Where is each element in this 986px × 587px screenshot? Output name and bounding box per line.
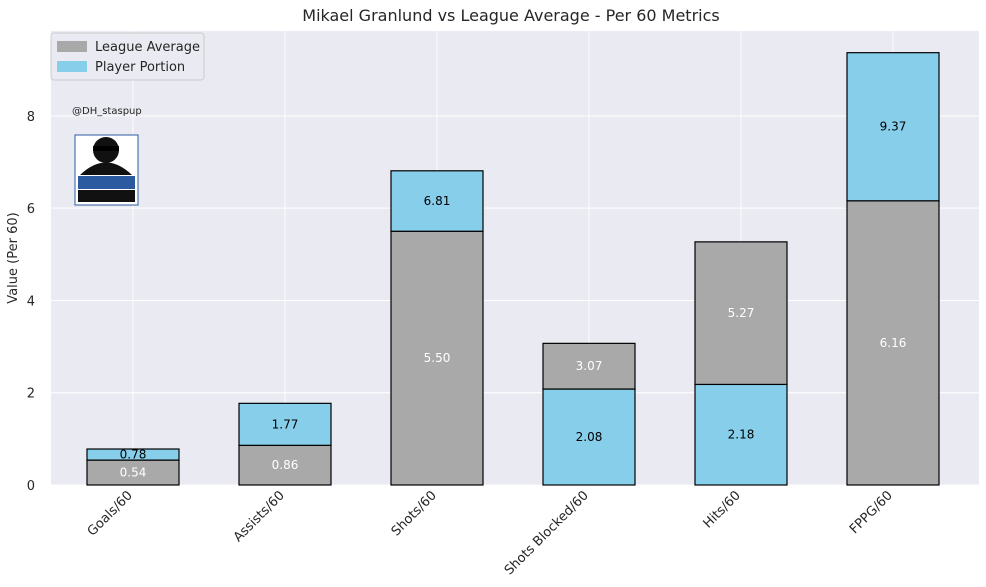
- y-tick-label: 6: [27, 202, 35, 217]
- x-tick-label: FPPG/60: [847, 488, 896, 537]
- bars: 0.54 0.78 0.86 1.77 5.50 6.81 2.08 3.07 2.18 5.27…: [86, 52, 940, 486]
- bar-value-label: 0.78: [120, 448, 147, 462]
- x-tick-label: Assists/60: [231, 488, 288, 545]
- bar-league-segment: [86, 459, 180, 486]
- bar-value-label: 3.07: [576, 359, 603, 373]
- x-tick-label: Goals/60: [85, 488, 136, 539]
- y-axis-label: Value (Per 60): [6, 212, 21, 303]
- y-tick-label: 2: [27, 387, 35, 402]
- bar-value-label: 5.50: [424, 351, 451, 365]
- bar-value-label: 1.77: [272, 417, 299, 431]
- x-tick-label: Shots/60: [389, 488, 440, 539]
- y-tick-label: 8: [27, 110, 35, 125]
- bar-value-label: 0.86: [272, 458, 299, 472]
- y-tick-label: 4: [27, 294, 35, 309]
- bar-league-segment: [390, 230, 484, 486]
- bar-player-segment: [390, 170, 484, 232]
- bar-value-label: 0.54: [120, 466, 147, 480]
- bar-value-label: 5.27: [728, 306, 755, 320]
- bar-value-label: 9.37: [880, 120, 907, 134]
- bar-value-label: 2.18: [728, 428, 755, 442]
- legend-swatch-player: [57, 61, 87, 72]
- legend-swatch-league: [57, 41, 87, 52]
- bar-league-segment: [846, 200, 940, 486]
- bar-league-segment: [694, 241, 788, 386]
- bar-player-segment: [846, 52, 940, 202]
- y-axis-ticks: 0 2 4 6 8: [27, 110, 35, 494]
- watermark-handle: @DH_staspup: [72, 106, 142, 117]
- bar-player-segment: [238, 402, 332, 446]
- legend: League Average Player Portion: [50, 32, 205, 81]
- x-tick-label: Shots Blocked/60: [502, 488, 592, 578]
- bar-value-label: 2.08: [576, 430, 603, 444]
- dobber-hockey-logo: [74, 134, 139, 206]
- bar-player-segment: [542, 388, 636, 486]
- y-tick-label: 0: [27, 479, 35, 494]
- plot-area: [51, 31, 979, 485]
- x-tick-label: Hits/60: [701, 488, 744, 531]
- legend-label-player: Player Portion: [95, 60, 185, 75]
- bar-league-segment: [542, 342, 636, 390]
- bar-value-label: 6.81: [424, 194, 451, 208]
- x-axis-ticks: Goals/60 Assists/60 Shots/60 Shots Blocked/…: [85, 488, 896, 578]
- bar-player-segment: [86, 448, 180, 461]
- bar-value-label: 6.16: [880, 336, 907, 350]
- legend-box: [50, 32, 205, 81]
- legend-label-league: League Average: [95, 40, 200, 55]
- bar-league-segment: [238, 444, 332, 486]
- chart-title: Mikael Granlund vs League Average - Per …: [302, 6, 719, 25]
